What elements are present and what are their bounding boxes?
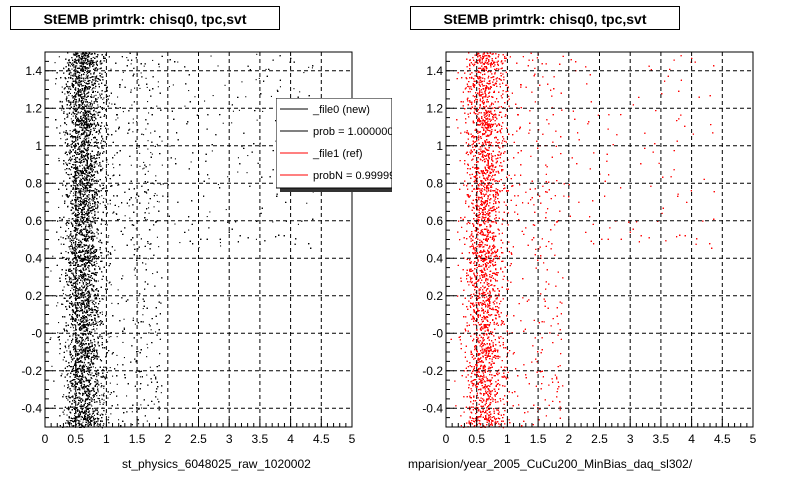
x-tick-label: 4.5: [714, 432, 731, 446]
x-tick-label: 5: [750, 432, 757, 446]
legend-box: [276, 98, 392, 189]
legend-entry-label: _file1 (ref): [312, 148, 363, 160]
y-tick-label: 0.8: [426, 176, 443, 190]
x-tick-label: 0.5: [468, 432, 485, 446]
right-plot-footer: mparision/year_2005_CuCu200_MinBias_daq_…: [408, 457, 692, 471]
y-tick-label: -0.2: [422, 364, 443, 378]
y-tick-label: 1.4: [25, 64, 42, 78]
plot-panel-0: 0 0.5 1 1.5 2 2.5 3 3.5 4 4.5 5 -0.4 -0.2 -0 0.2 0.4 0.6…: [21, 51, 356, 446]
legend: _file0 (new) prob = 1.000000 _file1 (ref) p…: [276, 98, 395, 192]
left-plot-footer: st_physics_6048025_raw_1020002: [122, 457, 311, 471]
x-tick-label: 2: [164, 432, 171, 446]
y-tick-label: 1.2: [25, 101, 42, 115]
legend-entry-label: prob = 1.000000: [313, 126, 393, 138]
y-tick-label: -0: [31, 326, 42, 340]
y-tick-label: 0.6: [426, 214, 443, 228]
x-tick-label: 2: [565, 432, 572, 446]
plot-panel-1: 0 0.5 1 1.5 2 2.5 3 3.5 4 4.5 5 -0.4 -0.2 -0 0.2 0.4 0.6…: [422, 51, 757, 446]
x-tick-label: 4.5: [313, 432, 330, 446]
y-tick-label: -0.4: [21, 401, 42, 415]
right-plot-title: StEMB primtrk: chisq0, tpc,svt: [410, 6, 680, 30]
y-tick-label: 0.6: [25, 214, 42, 228]
x-tick-label: 3.5: [653, 432, 670, 446]
y-tick-label: 1.2: [426, 101, 443, 115]
x-tick-label: 1: [504, 432, 511, 446]
x-tick-label: 0.5: [67, 432, 84, 446]
x-tick-label: 1: [103, 432, 110, 446]
x-tick-label: 3: [627, 432, 634, 446]
y-tick-label: 1: [436, 139, 443, 153]
x-tick-label: 0: [42, 432, 49, 446]
y-tick-label: 0.2: [25, 289, 42, 303]
x-tick-label: 3: [226, 432, 233, 446]
legend-entry-label: probN = 0.99999: [313, 170, 395, 182]
x-tick-label: 5: [349, 432, 356, 446]
y-tick-label: -0.4: [422, 401, 443, 415]
y-tick-label: 1.4: [426, 64, 443, 78]
left-plot-title: StEMB primtrk: chisq0, tpc,svt: [10, 6, 280, 30]
x-tick-label: 4: [287, 432, 294, 446]
y-tick-label: 0.4: [25, 251, 42, 265]
y-tick-label: 0.2: [426, 289, 443, 303]
y-tick-label: 1: [35, 139, 42, 153]
x-tick-label: 1.5: [530, 432, 547, 446]
y-tick-label: 0.4: [426, 251, 443, 265]
y-tick-label: -0.2: [21, 364, 42, 378]
x-tick-label: 4: [688, 432, 695, 446]
x-tick-label: 3.5: [252, 432, 269, 446]
x-tick-label: 2.5: [190, 432, 207, 446]
y-tick-label: 0.8: [25, 176, 42, 190]
x-tick-label: 1.5: [129, 432, 146, 446]
legend-entry-label: _file0 (new): [312, 104, 370, 116]
x-tick-label: 0: [443, 432, 450, 446]
x-tick-label: 2.5: [591, 432, 608, 446]
y-tick-label: -0: [432, 326, 443, 340]
